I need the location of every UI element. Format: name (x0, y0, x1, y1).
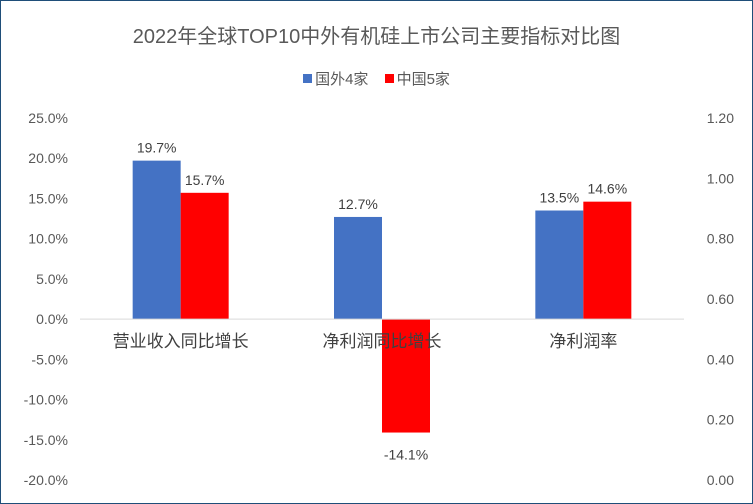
bar-1-3 (535, 210, 584, 320)
legend-item-series-2: 中国5家 (384, 68, 450, 89)
y-right-tick-label: 1.00 (707, 170, 734, 186)
data-label-1-3: 13.5% (539, 190, 579, 206)
y-left-tick-label: 25.0% (28, 110, 68, 126)
y-left-tick-label: 5.0% (36, 271, 68, 287)
x-category-label: 净利润同比增长 (323, 332, 442, 351)
chart-title: 2022年全球TOP10中外有机硅上市公司主要指标对比图 (132, 26, 621, 48)
y-left-tick-label: 15.0% (28, 190, 68, 206)
y-left-tick-label: 20.0% (28, 150, 68, 166)
legend-swatch-series-1 (303, 74, 313, 83)
y-right-tick-label: 0.00 (707, 472, 734, 488)
data-label-1-2: 12.7% (338, 196, 378, 212)
data-label-2-3: 14.6% (587, 181, 627, 197)
bar-2-2 (382, 319, 430, 433)
y-left-tick-label: 10.0% (28, 231, 68, 247)
data-label-2-2: -14.1% (384, 447, 428, 463)
y-left-tick-label: 0.0% (36, 311, 68, 327)
y-right-tick-label: 0.20 (707, 412, 734, 428)
y-left-tick-label: -5.0% (31, 351, 68, 367)
bar-2-3 (583, 201, 632, 320)
x-category-label: 营业收入同比增长 (113, 332, 249, 351)
bar-1-1 (132, 160, 181, 320)
bar-1-2 (334, 216, 382, 320)
y-left-tick-label: -10.0% (24, 392, 68, 408)
legend: 国外4家 中国5家 (0, 68, 753, 89)
y-right-tick-label: 0.80 (707, 231, 734, 247)
x-category-label: 净利润率 (549, 332, 617, 351)
legend-label-series-2: 中国5家 (396, 71, 450, 88)
y-left-tick-label: -20.0% (24, 472, 68, 488)
y-left-tick-label: -15.0% (24, 432, 68, 448)
data-label-1-1: 19.7% (137, 140, 177, 156)
y-right-tick-label: 1.20 (707, 110, 734, 126)
legend-label-series-1: 国外4家 (315, 71, 369, 88)
y-right-tick-label: 0.40 (707, 351, 734, 367)
legend-item-series-1: 国外4家 (303, 68, 368, 89)
y-right-tick-label: 0.60 (707, 291, 734, 307)
bar-2-1 (180, 192, 229, 320)
legend-swatch-series-2 (384, 74, 394, 83)
data-label-2-1: 15.7% (185, 172, 225, 188)
